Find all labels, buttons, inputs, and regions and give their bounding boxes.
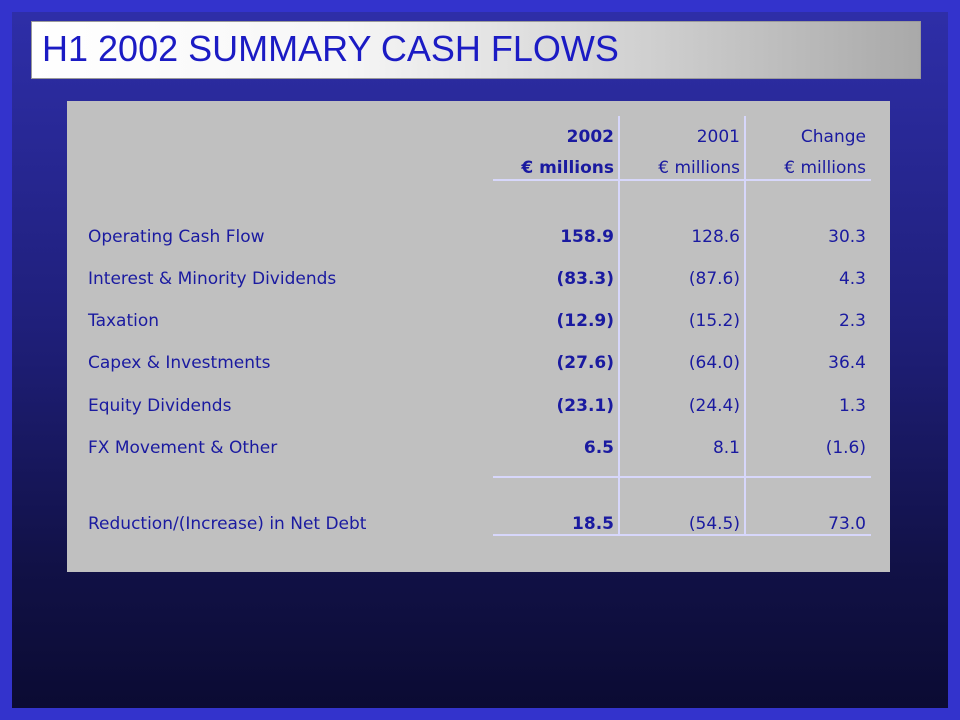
row-value-2002: 158.9	[560, 227, 614, 247]
total-rule	[493, 534, 871, 536]
row-label: FX Movement & Other	[88, 438, 278, 458]
row-value-change: 36.4	[828, 353, 866, 373]
row-value-2001: (87.6)	[688, 269, 740, 289]
row-value-change: 4.3	[838, 269, 866, 289]
row-value-2002: (83.3)	[556, 269, 614, 289]
subtotal-rule	[493, 476, 871, 478]
slide-title: H1 2002 SUMMARY CASH FLOWS	[42, 28, 619, 69]
column-divider-2001-change	[744, 116, 746, 534]
title-bar: H1 2002 SUMMARY CASH FLOWS	[31, 21, 921, 79]
row-value-change: 2.3	[838, 311, 866, 331]
row-label: Interest & Minority Dividends	[88, 269, 337, 289]
row-value-2001: 128.6	[691, 227, 740, 247]
total-value-2001: (54.5)	[688, 514, 740, 534]
row-value-2002: (27.6)	[556, 353, 614, 373]
row-value-change: (1.6)	[825, 438, 866, 458]
column-divider-2002-2001	[618, 116, 620, 534]
header-year-2002: 2002	[566, 127, 614, 147]
total-value-2002: 18.5	[572, 514, 614, 534]
row-label: Operating Cash Flow	[88, 227, 265, 247]
row-value-change: 30.3	[828, 227, 866, 247]
header-unit-2002: € millions	[521, 158, 614, 178]
header-rule	[493, 179, 871, 181]
row-label: Taxation	[88, 311, 160, 331]
cash-flow-table: 2002 2001 Change € millions € millions €…	[67, 101, 890, 572]
header-unit-2001: € millions	[658, 158, 740, 178]
row-value-2001: (15.2)	[688, 311, 740, 331]
total-label: Reduction/(Increase) in Net Debt	[88, 514, 367, 534]
header-unit-change: € millions	[784, 158, 866, 178]
row-value-2002: 6.5	[583, 438, 614, 458]
row-label: Equity Dividends	[88, 396, 232, 416]
header-year-2001: 2001	[696, 127, 740, 147]
row-value-2001: (64.0)	[688, 353, 740, 373]
row-value-2001: 8.1	[712, 438, 740, 458]
header-change: Change	[800, 127, 866, 147]
row-value-change: 1.3	[838, 396, 866, 416]
row-value-2002: (12.9)	[556, 311, 614, 331]
row-value-2001: (24.4)	[688, 396, 740, 416]
total-value-change: 73.0	[828, 514, 866, 534]
row-value-2002: (23.1)	[556, 396, 614, 416]
row-label: Capex & Investments	[88, 353, 271, 373]
